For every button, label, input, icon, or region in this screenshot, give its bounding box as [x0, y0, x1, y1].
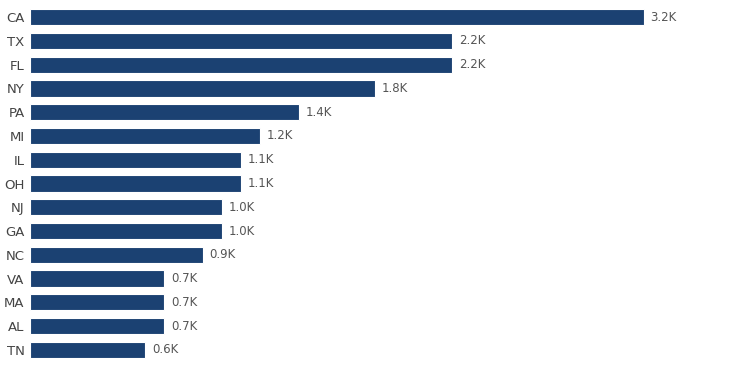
Bar	[31, 318, 164, 334]
Text: 0.6K: 0.6K	[152, 343, 179, 356]
Text: 1.8K: 1.8K	[382, 82, 408, 95]
Bar	[31, 175, 241, 192]
Bar	[31, 199, 222, 215]
Bar	[31, 223, 222, 239]
Text: 1.0K: 1.0K	[228, 225, 255, 237]
Bar	[31, 152, 241, 168]
Text: 0.7K: 0.7K	[171, 272, 197, 285]
Text: 1.0K: 1.0K	[228, 201, 255, 214]
Text: 0.7K: 0.7K	[171, 296, 197, 309]
Bar	[31, 247, 203, 263]
Bar	[31, 9, 644, 25]
Bar	[31, 294, 164, 310]
Text: 2.2K: 2.2K	[459, 58, 485, 71]
Text: 3.2K: 3.2K	[651, 11, 677, 24]
Text: 0.7K: 0.7K	[171, 320, 197, 333]
Bar	[31, 128, 260, 144]
Text: 2.2K: 2.2K	[459, 34, 485, 47]
Bar	[31, 270, 164, 287]
Text: 0.9K: 0.9K	[210, 248, 236, 261]
Text: 1.4K: 1.4K	[306, 106, 332, 119]
Bar	[31, 33, 452, 49]
Bar	[31, 80, 376, 97]
Text: 1.2K: 1.2K	[267, 130, 293, 142]
Text: 1.1K: 1.1K	[248, 153, 275, 166]
Bar	[31, 104, 299, 120]
Bar	[31, 342, 145, 358]
Text: 1.1K: 1.1K	[248, 177, 275, 190]
Bar	[31, 57, 452, 73]
